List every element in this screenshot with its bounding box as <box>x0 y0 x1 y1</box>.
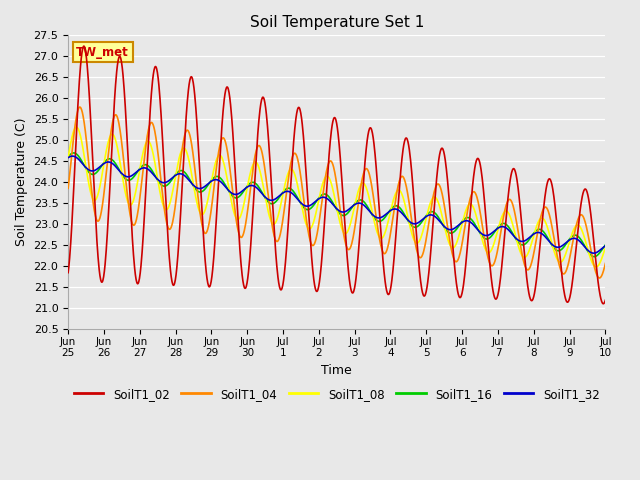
SoilT1_08 <box>491 239 499 245</box>
SoilT1_04 <box>596 275 604 281</box>
SoilT1_16 <box>171 172 179 178</box>
SoilT1_08 <box>538 215 546 221</box>
Text: TW_met: TW_met <box>76 46 129 59</box>
SoilT1_16 <box>491 229 499 235</box>
SoilT1_08 <box>171 177 179 182</box>
SoilT1_16 <box>420 216 428 221</box>
SoilT1_04 <box>420 246 428 252</box>
SoilT1_32 <box>602 243 609 249</box>
SoilT1_32 <box>68 153 76 159</box>
SoilT1_04 <box>491 260 499 265</box>
SoilT1_08 <box>64 155 72 160</box>
SoilT1_16 <box>244 182 252 188</box>
SoilT1_16 <box>184 174 192 180</box>
SoilT1_16 <box>70 150 77 156</box>
SoilT1_16 <box>538 228 546 233</box>
Line: SoilT1_02: SoilT1_02 <box>68 46 605 304</box>
SoilT1_02 <box>538 222 546 228</box>
Title: Soil Temperature Set 1: Soil Temperature Set 1 <box>250 15 424 30</box>
SoilT1_08 <box>420 223 428 228</box>
SoilT1_32 <box>590 250 598 256</box>
SoilT1_32 <box>184 176 192 182</box>
SoilT1_02 <box>491 294 499 300</box>
SoilT1_08 <box>592 264 600 270</box>
Y-axis label: Soil Temperature (C): Soil Temperature (C) <box>15 118 28 246</box>
SoilT1_32 <box>420 215 428 221</box>
SoilT1_02 <box>171 279 179 285</box>
SoilT1_32 <box>244 184 252 190</box>
Line: SoilT1_16: SoilT1_16 <box>68 153 605 257</box>
SoilT1_02 <box>64 270 72 276</box>
SoilT1_02 <box>244 273 252 278</box>
SoilT1_32 <box>64 155 72 160</box>
SoilT1_04 <box>244 204 252 210</box>
SoilT1_02 <box>602 297 609 303</box>
SoilT1_32 <box>538 231 546 237</box>
SoilT1_16 <box>590 254 598 260</box>
SoilT1_16 <box>602 242 609 248</box>
Legend: SoilT1_02, SoilT1_04, SoilT1_08, SoilT1_16, SoilT1_32: SoilT1_02, SoilT1_04, SoilT1_08, SoilT1_… <box>69 383 604 405</box>
SoilT1_04 <box>184 128 192 133</box>
SoilT1_04 <box>76 104 84 110</box>
SoilT1_04 <box>171 205 179 211</box>
SoilT1_04 <box>64 185 72 191</box>
Line: SoilT1_32: SoilT1_32 <box>68 156 605 253</box>
SoilT1_08 <box>602 244 609 250</box>
SoilT1_08 <box>184 154 192 159</box>
SoilT1_02 <box>80 43 88 49</box>
SoilT1_32 <box>171 173 179 179</box>
Line: SoilT1_04: SoilT1_04 <box>68 107 605 278</box>
SoilT1_02 <box>599 301 607 307</box>
SoilT1_02 <box>184 91 192 97</box>
SoilT1_08 <box>72 124 80 130</box>
Line: SoilT1_08: SoilT1_08 <box>68 127 605 267</box>
SoilT1_02 <box>420 293 428 299</box>
SoilT1_32 <box>491 228 499 234</box>
X-axis label: Time: Time <box>321 364 352 377</box>
SoilT1_04 <box>602 261 609 266</box>
SoilT1_16 <box>64 154 72 160</box>
SoilT1_04 <box>538 210 546 216</box>
SoilT1_08 <box>244 180 252 186</box>
